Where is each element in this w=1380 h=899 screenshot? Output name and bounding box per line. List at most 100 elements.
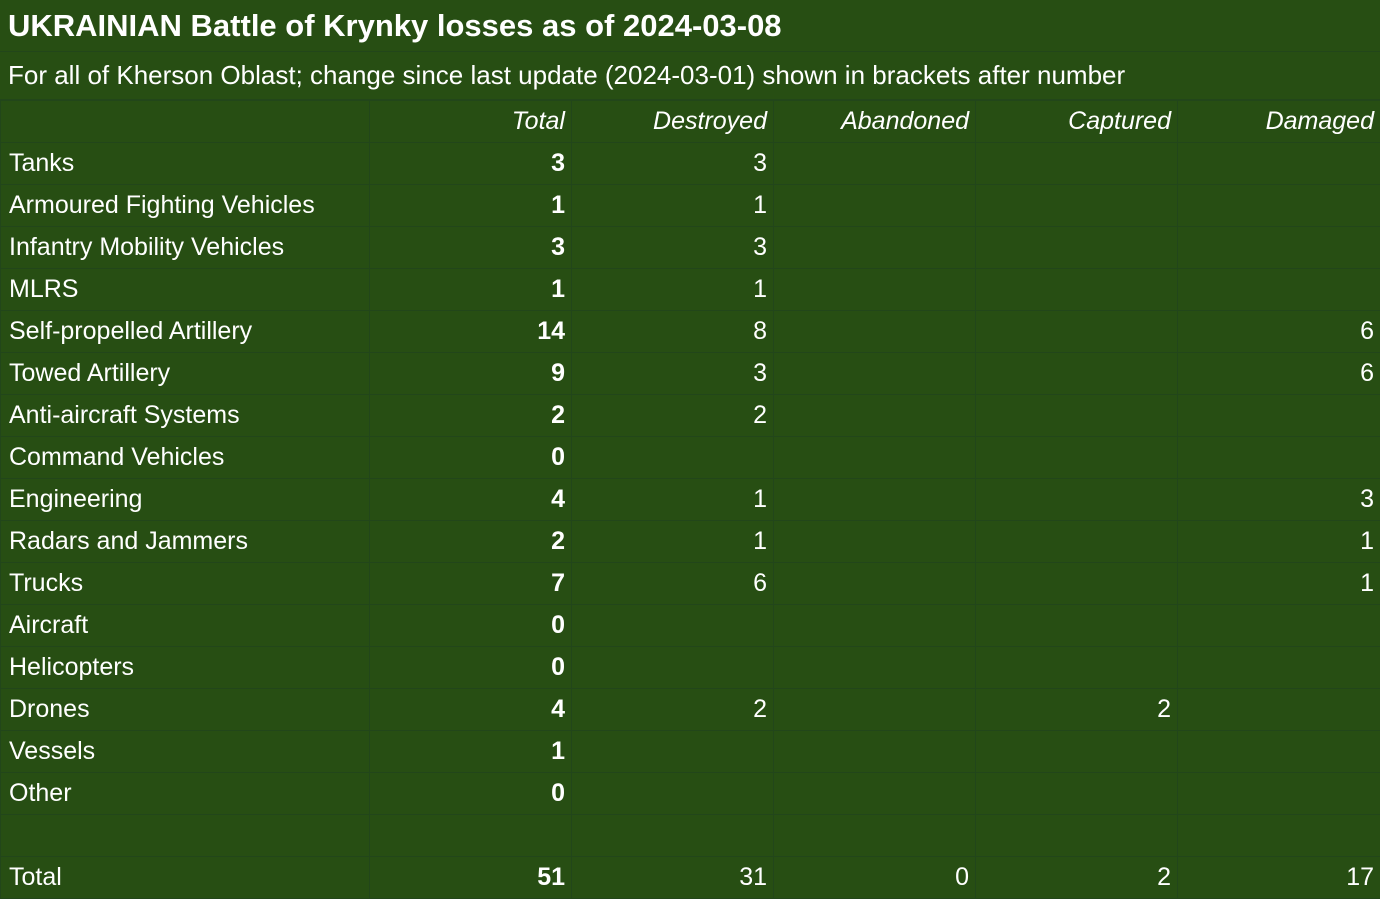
cell-damaged[interactable]: [1178, 227, 1380, 269]
cell-total[interactable]: 3: [370, 227, 572, 269]
cell-destroyed[interactable]: 3: [572, 143, 774, 185]
cell-abandoned[interactable]: [774, 689, 976, 731]
cell-abandoned[interactable]: [774, 227, 976, 269]
cell-damaged[interactable]: [1178, 689, 1380, 731]
cell-category[interactable]: Infantry Mobility Vehicles: [1, 227, 370, 269]
cell-destroyed[interactable]: 2: [572, 395, 774, 437]
cell-abandoned[interactable]: [774, 437, 976, 479]
cell-damaged[interactable]: [1178, 395, 1380, 437]
cell-category[interactable]: Helicopters: [1, 647, 370, 689]
cell-destroyed[interactable]: 31: [572, 857, 774, 899]
cell-damaged[interactable]: [1178, 773, 1380, 815]
cell-destroyed[interactable]: [572, 605, 774, 647]
cell-damaged[interactable]: [1178, 185, 1380, 227]
cell-category[interactable]: Drones: [1, 689, 370, 731]
cell-damaged[interactable]: [1178, 731, 1380, 773]
cell-damaged[interactable]: [1178, 437, 1380, 479]
cell-captured[interactable]: [976, 605, 1178, 647]
cell-destroyed[interactable]: 3: [572, 227, 774, 269]
cell-abandoned[interactable]: [774, 731, 976, 773]
cell-total[interactable]: 7: [370, 563, 572, 605]
cell-abandoned[interactable]: [774, 647, 976, 689]
cell-total[interactable]: 9: [370, 353, 572, 395]
cell-destroyed[interactable]: 6: [572, 563, 774, 605]
cell-damaged[interactable]: [1178, 269, 1380, 311]
cell-destroyed[interactable]: 1: [572, 269, 774, 311]
cell-total[interactable]: 1: [370, 731, 572, 773]
cell-category[interactable]: Other: [1, 773, 370, 815]
cell-captured[interactable]: [976, 815, 1178, 857]
cell-destroyed[interactable]: [572, 773, 774, 815]
cell-total[interactable]: 4: [370, 479, 572, 521]
cell-category[interactable]: Engineering: [1, 479, 370, 521]
cell-category[interactable]: Radars and Jammers: [1, 521, 370, 563]
cell-damaged[interactable]: 3: [1178, 479, 1380, 521]
header-cell-captured[interactable]: Captured: [976, 101, 1178, 143]
cell-captured[interactable]: [976, 311, 1178, 353]
cell-damaged[interactable]: 1: [1178, 521, 1380, 563]
cell-captured[interactable]: 2: [976, 857, 1178, 899]
cell-abandoned[interactable]: [774, 395, 976, 437]
cell-total[interactable]: 4: [370, 689, 572, 731]
cell-abandoned[interactable]: 0: [774, 857, 976, 899]
cell-captured[interactable]: [976, 773, 1178, 815]
cell-abandoned[interactable]: [774, 143, 976, 185]
cell-captured[interactable]: [976, 479, 1178, 521]
cell-damaged[interactable]: 6: [1178, 311, 1380, 353]
cell-destroyed[interactable]: 3: [572, 353, 774, 395]
cell-captured[interactable]: [976, 185, 1178, 227]
cell-destroyed[interactable]: 1: [572, 521, 774, 563]
cell-damaged[interactable]: 1: [1178, 563, 1380, 605]
cell-captured[interactable]: [976, 395, 1178, 437]
cell-damaged[interactable]: [1178, 605, 1380, 647]
header-cell-abandoned[interactable]: Abandoned: [774, 101, 976, 143]
cell-destroyed[interactable]: 1: [572, 185, 774, 227]
cell-abandoned[interactable]: [774, 311, 976, 353]
cell-captured[interactable]: 2: [976, 689, 1178, 731]
cell-damaged[interactable]: [1178, 143, 1380, 185]
cell-abandoned[interactable]: [774, 773, 976, 815]
cell-captured[interactable]: [976, 731, 1178, 773]
cell-captured[interactable]: [976, 521, 1178, 563]
cell-category[interactable]: Vessels: [1, 731, 370, 773]
cell-abandoned[interactable]: [774, 563, 976, 605]
cell-abandoned[interactable]: [774, 815, 976, 857]
cell-total[interactable]: 2: [370, 521, 572, 563]
cell-damaged[interactable]: [1178, 815, 1380, 857]
cell-captured[interactable]: [976, 269, 1178, 311]
cell-destroyed[interactable]: 8: [572, 311, 774, 353]
header-cell-destroyed[interactable]: Destroyed: [572, 101, 774, 143]
cell-total[interactable]: 3: [370, 143, 572, 185]
cell-abandoned[interactable]: [774, 269, 976, 311]
cell-category[interactable]: Aircraft: [1, 605, 370, 647]
cell-total[interactable]: 2: [370, 395, 572, 437]
cell-category[interactable]: Towed Artillery: [1, 353, 370, 395]
cell-total[interactable]: 51: [370, 857, 572, 899]
cell-captured[interactable]: [976, 437, 1178, 479]
cell-total[interactable]: 0: [370, 647, 572, 689]
cell-destroyed[interactable]: [572, 731, 774, 773]
cell-abandoned[interactable]: [774, 605, 976, 647]
cell-total[interactable]: 14: [370, 311, 572, 353]
cell-total[interactable]: 0: [370, 605, 572, 647]
cell-category[interactable]: [1, 815, 370, 857]
cell-captured[interactable]: [976, 563, 1178, 605]
cell-category[interactable]: Anti-aircraft Systems: [1, 395, 370, 437]
cell-total[interactable]: [370, 815, 572, 857]
cell-abandoned[interactable]: [774, 479, 976, 521]
cell-abandoned[interactable]: [774, 353, 976, 395]
cell-captured[interactable]: [976, 647, 1178, 689]
cell-damaged[interactable]: [1178, 647, 1380, 689]
cell-category[interactable]: Total: [1, 857, 370, 899]
cell-category[interactable]: Tanks: [1, 143, 370, 185]
cell-category[interactable]: Armoured Fighting Vehicles: [1, 185, 370, 227]
header-cell-category[interactable]: [1, 101, 370, 143]
cell-damaged[interactable]: 17: [1178, 857, 1380, 899]
cell-destroyed[interactable]: 2: [572, 689, 774, 731]
cell-category[interactable]: Command Vehicles: [1, 437, 370, 479]
cell-destroyed[interactable]: [572, 437, 774, 479]
cell-category[interactable]: Trucks: [1, 563, 370, 605]
cell-destroyed[interactable]: 1: [572, 479, 774, 521]
cell-category[interactable]: MLRS: [1, 269, 370, 311]
header-cell-total[interactable]: Total: [370, 101, 572, 143]
